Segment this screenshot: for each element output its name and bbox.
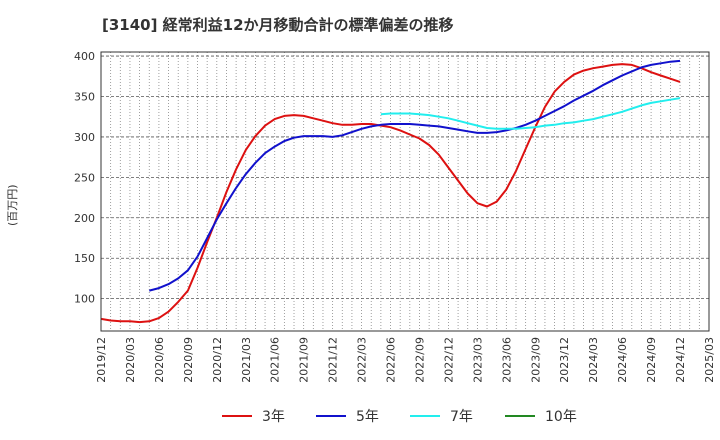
x-tick-label: 2022/12	[442, 337, 455, 383]
x-tick-label: 2023/12	[558, 337, 571, 383]
x-tick-label: 2021/12	[327, 337, 340, 383]
x-tick-label: 2020/09	[182, 337, 195, 383]
legend: 3年 5年 7年 10年	[0, 404, 720, 428]
x-tick-label: 2021/09	[298, 337, 311, 383]
y-axis-tick-labels: 100 150 200 250 300 350 400	[74, 50, 95, 306]
x-tick-label: 2021/03	[240, 337, 253, 383]
y-tick-label: 300	[74, 131, 95, 144]
legend-label: 7年	[450, 409, 473, 425]
legend-swatch	[316, 415, 346, 417]
x-tick-label: 2023/03	[471, 337, 484, 383]
legend-label: 3年	[262, 409, 285, 425]
series-line-5年	[149, 59, 681, 292]
x-tick-label: 2022/03	[356, 337, 369, 383]
legend-item: 10年	[505, 404, 577, 428]
legend-item: 7年	[410, 404, 473, 428]
x-tick-label: 2024/03	[587, 337, 600, 383]
x-tick-label: 2023/06	[500, 337, 513, 383]
y-tick-label: 400	[74, 50, 95, 63]
x-tick-label: 2022/09	[413, 337, 426, 383]
line-chart: 100 150 200 250 300 350 400 2019/12 2020/03 2020…	[74, 50, 716, 383]
chart-title: [3140] 経常利益12か月移動合計の標準偏差の推移	[102, 16, 454, 34]
y-tick-label: 100	[74, 293, 95, 306]
series-line-7年	[380, 97, 681, 130]
x-tick-label: 2022/06	[385, 337, 398, 383]
x-tick-label: 2024/12	[674, 337, 687, 383]
x-axis-tick-labels: 2019/12 2020/03 2020/06 2020/09 2020/12 2021/…	[95, 337, 716, 383]
series-lines	[100, 59, 681, 324]
x-tick-label: 2025/03	[703, 337, 716, 383]
x-tick-label: 2024/09	[645, 337, 658, 383]
x-tick-label: 2023/09	[529, 337, 542, 383]
y-tick-label: 150	[74, 252, 95, 265]
x-tick-label: 2020/12	[211, 337, 224, 383]
legend-swatch	[222, 415, 252, 417]
legend-swatch	[505, 415, 535, 417]
x-tick-label: 2020/03	[124, 337, 137, 383]
x-tick-label: 2019/12	[95, 337, 108, 383]
x-tick-label: 2020/06	[153, 337, 166, 383]
y-tick-label: 200	[74, 212, 95, 225]
series-line-3年	[100, 63, 681, 324]
y-tick-label: 250	[74, 171, 95, 184]
legend-label: 10年	[545, 409, 577, 425]
y-tick-label: 350	[74, 90, 95, 103]
legend-item: 5年	[316, 404, 379, 428]
grid-lines	[100, 52, 710, 331]
legend-item: 3年	[222, 404, 285, 428]
legend-label: 5年	[356, 409, 379, 425]
plot-area-border	[100, 51, 710, 332]
x-tick-label: 2024/06	[616, 337, 629, 383]
legend-swatch	[410, 415, 440, 417]
x-tick-label: 2021/06	[269, 337, 282, 383]
